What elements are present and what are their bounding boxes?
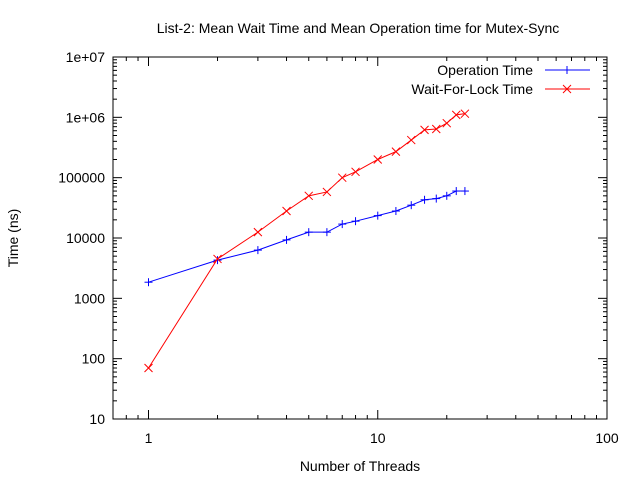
y-tick-label: 1000 xyxy=(74,290,105,306)
data-point xyxy=(451,110,461,120)
series-line xyxy=(148,190,465,283)
data-point xyxy=(304,191,314,201)
data-point xyxy=(144,363,153,373)
data-point xyxy=(282,206,291,216)
chart-title: List-2: Mean Wait Time and Mean Operatio… xyxy=(157,20,560,36)
legend: Operation Time Wait-For-Lock Time xyxy=(411,62,590,97)
series-layer xyxy=(144,109,470,373)
data-point xyxy=(431,124,441,134)
series-line xyxy=(148,113,465,369)
data-point xyxy=(460,109,470,119)
legend-item: Operation Time xyxy=(437,62,590,78)
y-tick-label: 1e+07 xyxy=(66,49,106,65)
x-tick-label: 100 xyxy=(595,430,619,446)
data-point xyxy=(406,135,416,145)
series-operation-time xyxy=(144,187,469,287)
data-point xyxy=(420,125,429,135)
data-point xyxy=(373,155,383,164)
y-tick-label: 1e+06 xyxy=(66,109,106,125)
plot-frame xyxy=(112,56,608,420)
x-tick-label: 10 xyxy=(370,430,386,446)
data-point xyxy=(253,227,263,237)
y-axis-label: Time (ns) xyxy=(5,209,21,268)
legend-label: Operation Time xyxy=(437,62,533,78)
data-point xyxy=(213,254,222,264)
series-wait-for-lock-time xyxy=(144,109,470,373)
data-point xyxy=(391,147,401,156)
data-point xyxy=(337,173,347,183)
legend-label: Wait-For-Lock Time xyxy=(411,81,533,97)
axes-layer: 10 100 1000 10000 100000 1e+06 1e+07 1 10 100 xyxy=(58,49,619,446)
y-tick-label: 100000 xyxy=(58,170,105,186)
x-tick-label: 1 xyxy=(145,430,153,446)
data-point xyxy=(442,118,452,128)
legend-item: Wait-For-Lock Time xyxy=(411,81,590,97)
y-tick-label: 100 xyxy=(82,351,106,367)
legend-marker xyxy=(562,84,572,94)
data-point xyxy=(351,167,360,177)
x-axis-label: Number of Threads xyxy=(300,458,420,474)
data-point xyxy=(322,187,332,197)
y-tick-label: 10 xyxy=(89,411,105,427)
y-tick-label: 10000 xyxy=(66,230,105,246)
